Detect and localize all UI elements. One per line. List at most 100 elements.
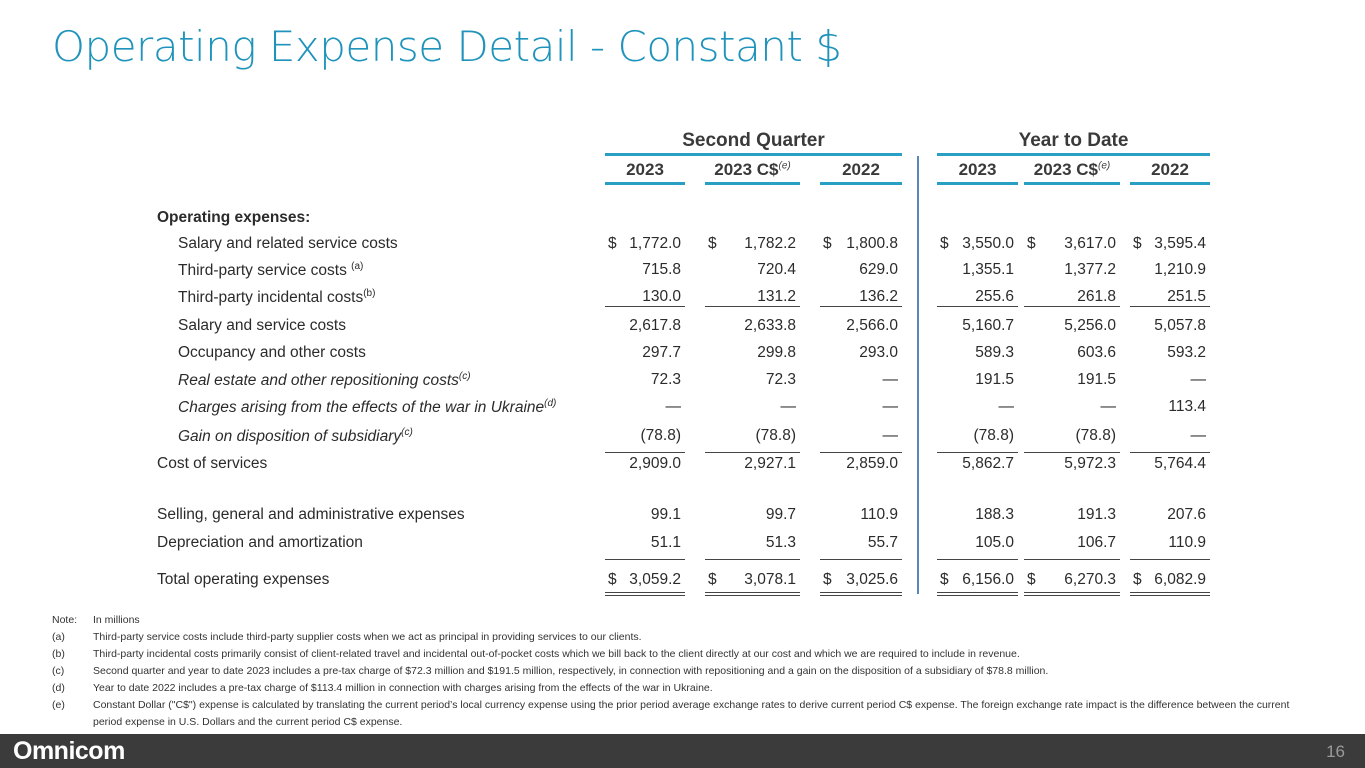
value: — (1190, 427, 1207, 444)
row-label-text: Real estate and other repositioning cost… (178, 372, 459, 390)
currency-symbol: $ (608, 571, 617, 588)
value-cell: 99.7 (705, 506, 800, 528)
value-cell: 106.7 (1024, 534, 1120, 556)
row-label: Charges arising from the effects of the … (178, 398, 556, 417)
value-cell: $3,059.2 (605, 571, 685, 593)
value-cell: — (820, 427, 902, 449)
column-header: 2022 (820, 160, 902, 180)
currency-symbol: $ (708, 235, 717, 252)
value-cell: 2,859.0 (820, 455, 902, 477)
value: (78.8) (973, 427, 1015, 444)
value-cell: $6,270.3 (1024, 571, 1120, 593)
table-row: Real estate and other repositioning cost… (0, 371, 1365, 393)
value-cell: $1,800.8 (820, 235, 902, 257)
currency-symbol: $ (1133, 235, 1142, 252)
column-header: 2023 (937, 160, 1018, 180)
value: 255.6 (975, 288, 1014, 305)
footnote-key: (a) (52, 631, 65, 643)
value-cell: 2,633.8 (705, 317, 800, 339)
column-header: 2022 (1130, 160, 1210, 180)
value-cell: $3,550.0 (937, 235, 1018, 257)
footnote-text: In millions (93, 614, 140, 626)
value-cell: $3,595.4 (1130, 235, 1210, 257)
page-title: Operating Expense Detail - Constant $ (52, 22, 842, 71)
value: 131.2 (757, 288, 796, 305)
group-underline (937, 153, 1210, 156)
value-cell: 105.0 (937, 534, 1018, 556)
value: 3,550.0 (962, 235, 1014, 252)
row-label-text: Cost of services (157, 455, 268, 472)
value: (78.8) (1075, 427, 1117, 444)
value: (78.8) (640, 427, 682, 444)
subtotal-rule (705, 452, 800, 453)
value: 299.8 (757, 344, 796, 361)
value: 72.3 (765, 371, 796, 388)
value-cell: 251.5 (1130, 288, 1210, 310)
table-row: Salary and related service costs $1,772.0… (0, 235, 1365, 257)
value-cell: — (820, 371, 902, 393)
column-label: 2023 C$ (714, 160, 779, 179)
currency-symbol: $ (608, 235, 617, 252)
value: 5,972.3 (1064, 455, 1116, 472)
value: 3,025.6 (846, 571, 898, 588)
value-cell: 188.3 (937, 506, 1018, 528)
value: 5,160.7 (962, 317, 1014, 334)
value: (78.8) (755, 427, 797, 444)
value: 293.0 (859, 344, 898, 361)
value-cell: — (605, 398, 685, 420)
table-row: Cost of services 2,909.0 2,927.1 2,859.0 5,8… (0, 455, 1365, 477)
column-underline (705, 182, 800, 185)
row-label: Real estate and other repositioning cost… (178, 371, 471, 390)
value-cell: 136.2 (820, 288, 902, 310)
value-cell: 72.3 (705, 371, 800, 393)
value-cell: — (820, 398, 902, 420)
value-cell: 1,377.2 (1024, 261, 1120, 283)
value-cell: 2,566.0 (820, 317, 902, 339)
value: 2,927.1 (744, 455, 796, 472)
value-cell: 110.9 (820, 506, 902, 528)
footer-bar: Omnicom 16 (0, 734, 1365, 768)
subtotal-rule (605, 452, 685, 453)
value-cell: 255.6 (937, 288, 1018, 310)
footnote-key: (b) (52, 648, 65, 660)
subtotal-rule (705, 306, 800, 307)
row-label-text: Salary and related service costs (178, 235, 398, 252)
value-cell: $6,082.9 (1130, 571, 1210, 593)
total-double-rule (820, 592, 902, 593)
subtotal-rule (1024, 559, 1120, 560)
group-header-1: Year to Date (1018, 130, 1129, 151)
value-cell: 5,160.7 (937, 317, 1018, 339)
column-underline (820, 182, 902, 185)
subtotal-rule (820, 452, 902, 453)
value: 720.4 (757, 261, 796, 278)
value: 99.1 (650, 506, 681, 523)
subtotal-rule (937, 452, 1018, 453)
value-cell: — (1130, 371, 1210, 393)
currency-symbol: $ (1027, 571, 1036, 588)
omnicom-logo: Omnicom (13, 737, 125, 765)
column-label: 2022 (1151, 160, 1189, 179)
value: 191.5 (975, 371, 1014, 388)
subtotal-rule (705, 559, 800, 560)
row-label-text: Depreciation and amortization (157, 534, 363, 551)
value: 1,210.9 (1154, 261, 1206, 278)
value-cell: 5,256.0 (1024, 317, 1120, 339)
value: — (998, 398, 1015, 415)
footnote-key: (c) (52, 665, 65, 677)
value: 593.2 (1167, 344, 1206, 361)
value-cell: $1,782.2 (705, 235, 800, 257)
value: — (882, 427, 899, 444)
column-superscript: (e) (1098, 160, 1111, 172)
value-cell: $3,078.1 (705, 571, 800, 593)
currency-symbol: $ (708, 571, 717, 588)
currency-symbol: $ (940, 235, 949, 252)
value: 1,800.8 (846, 235, 898, 252)
row-label: Salary and service costs (178, 317, 346, 335)
value-cell: 130.0 (605, 288, 685, 310)
row-label: Gain on disposition of subsidiary(c) (178, 427, 413, 446)
row-footnote-ref: (d) (544, 398, 557, 409)
group-underline (605, 153, 902, 156)
column-underline (1130, 182, 1210, 185)
value: 603.6 (1077, 344, 1116, 361)
row-label-text: Gain on disposition of subsidiary (178, 428, 402, 446)
